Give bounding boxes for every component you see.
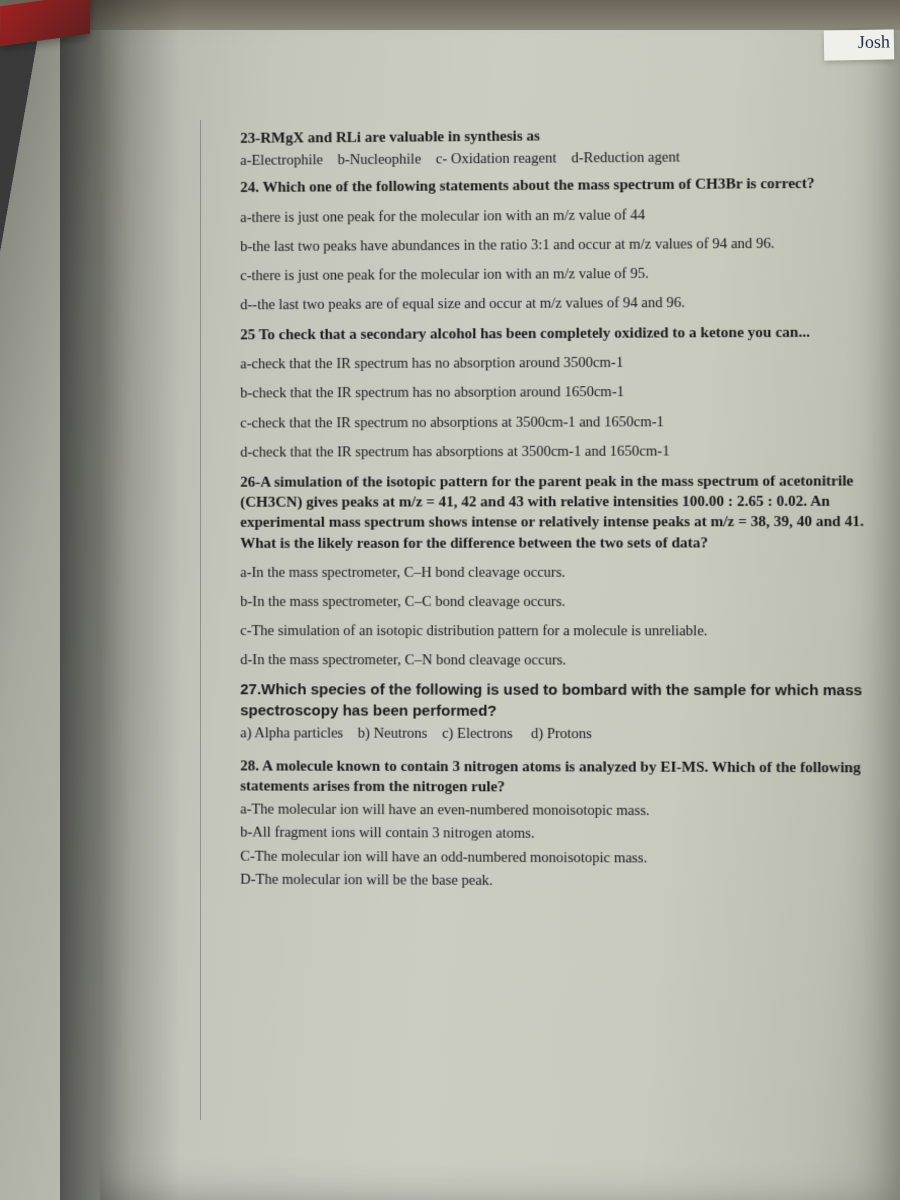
q23-a: a-Electrophile [240,153,323,170]
q25-c: c-check that the IR spectrum no absorpti… [240,412,890,433]
q26-a: a-In the mass spectrometer, C–H bond cle… [240,563,890,583]
q27-b: b) Neutrons [358,725,428,741]
q27-a: a) Alpha particles [240,725,343,741]
q23-d: d-Reduction agent [571,150,680,167]
q23-options: a-Electrophile b-Nucleophile c- Oxidatio… [240,148,890,170]
worksheet-page: 23-RMgX and RLi are valuable in synthesi… [100,0,900,1200]
q26-c: c-The simulation of an isotopic distribu… [240,622,890,642]
q23-c: c- Oxidation reagent [436,151,557,168]
q26-stem: 26-A simulation of the isotopic pattern … [240,471,890,554]
q24-b: b-the last two peaks have abundances in … [240,234,890,257]
q27-stem: 27.Which species of the following is use… [240,680,890,722]
q25-d: d-check that the IR spectrum has absorpt… [240,441,890,462]
q27-c: c) Electrons [442,725,513,741]
q26-d: d-In the mass spectrometer, C–N bond cle… [240,651,890,671]
q28-d: D-The molecular ion will be the base pea… [240,870,890,892]
question-27: 27.Which species of the following is use… [240,680,890,743]
question-25: 25 To check that a secondary alcohol has… [240,322,890,462]
q28-b: b-All fragment ions will contain 3 nitro… [240,824,890,846]
q24-stem: 24. Which one of the following statement… [240,173,890,198]
q28-stem: 28. A molecule known to contain 3 nitrog… [240,756,890,799]
red-book-tab [0,0,90,46]
q24-c: c-there is just one peak for the molecul… [240,263,890,286]
question-28: 28. A molecule known to contain 3 nitrog… [240,756,890,893]
q25-stem: 25 To check that a secondary alcohol has… [240,322,890,345]
q25-a: a-check that the IR spectrum has no abso… [240,353,890,375]
q27-options: a) Alpha particles b) Neutrons c) Electr… [240,725,890,744]
q26-b: b-In the mass spectrometer, C–C bond cle… [240,593,890,612]
q27-d: d) Protons [531,726,592,742]
q28-c: C-The molecular ion will have an odd-num… [240,847,890,869]
question-24: 24. Which one of the following statement… [240,173,890,315]
q23-b: b-Nucleophile [337,152,421,169]
q24-a: a-there is just one peak for the molecul… [240,204,890,228]
q25-b: b-check that the IR spectrum has no abso… [240,382,890,404]
question-23: 23-RMgX and RLi are valuable in synthesi… [240,124,890,171]
photo-background: Josh 23-RMgX and RLi are valuable in syn… [0,0,900,1200]
question-26: 26-A simulation of the isotopic pattern … [240,471,890,671]
q23-stem: 23-RMgX and RLi are valuable in synthesi… [240,124,890,150]
name-label: Josh [824,29,895,60]
page-top-edge [0,0,900,30]
q28-a: a-The molecular ion will have an even-nu… [240,801,890,823]
q24-d: d--the last two peaks are of equal size … [240,293,890,316]
